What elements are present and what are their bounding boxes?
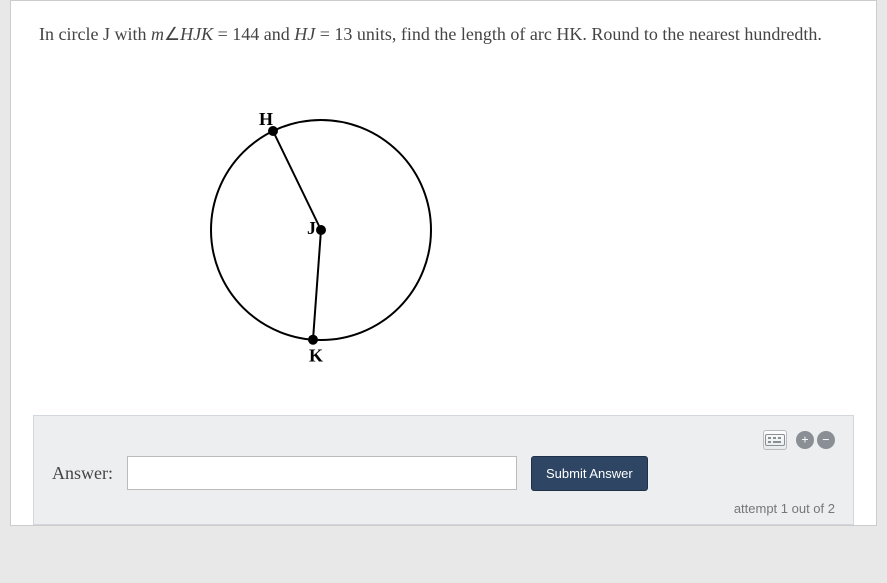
keyboard-icon xyxy=(765,434,785,446)
tool-row: + − xyxy=(52,430,835,450)
keyboard-button[interactable] xyxy=(763,430,787,450)
attempt-text: attempt 1 out of 2 xyxy=(52,491,835,516)
svg-text:H: H xyxy=(259,109,273,129)
svg-text:K: K xyxy=(309,345,323,365)
answer-label: Answer: xyxy=(52,463,113,484)
minus-button[interactable]: − xyxy=(817,431,835,449)
svg-text:J: J xyxy=(307,218,316,238)
question-math-b: HJ = 13 xyxy=(294,24,352,44)
problem-card: In circle J with m∠HJK = 144 and HJ = 13… xyxy=(10,0,877,526)
plus-button[interactable]: + xyxy=(796,431,814,449)
submit-answer-button[interactable]: Submit Answer xyxy=(531,456,648,491)
question-mid2: units, find the length of arc HK. Round … xyxy=(352,24,821,44)
question-mid1: and xyxy=(259,24,294,44)
answer-input[interactable] xyxy=(127,456,517,490)
zoom-controls: + − xyxy=(793,431,835,449)
answer-row: Answer: Submit Answer xyxy=(52,456,835,491)
circle-diagram: J H K xyxy=(171,80,471,380)
answer-panel: + − Answer: Submit Answer attempt 1 out … xyxy=(33,415,854,525)
question-text: In circle J with m∠HJK = 144 and HJ = 13… xyxy=(11,1,876,60)
question-prefix: In circle J with xyxy=(39,24,151,44)
diagram-container: J H K xyxy=(11,60,876,405)
question-math-a: m∠HJK = 144 xyxy=(151,24,259,44)
